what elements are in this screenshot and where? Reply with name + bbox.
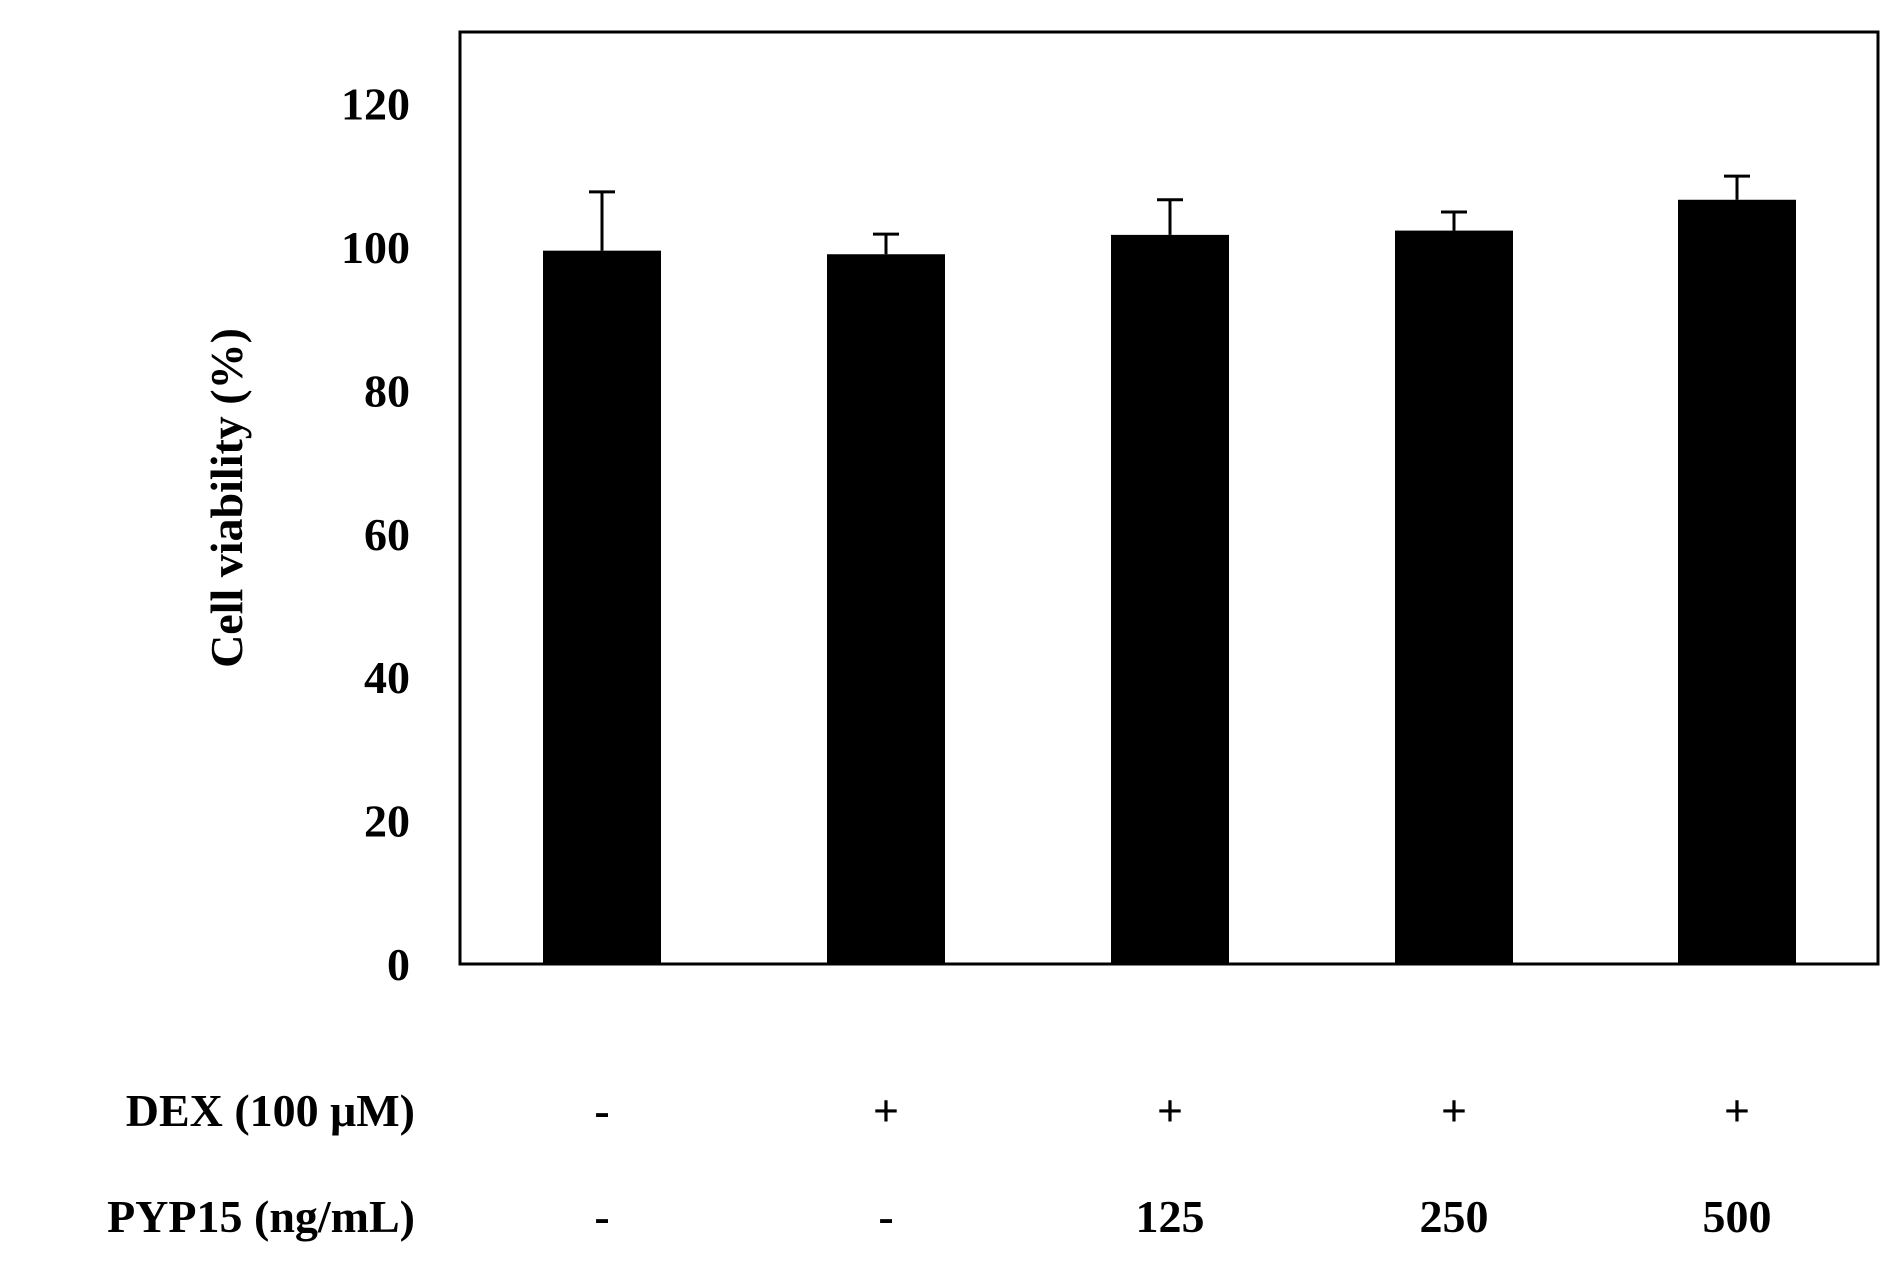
treatment-row-label: DEX (100 μM) <box>126 1085 415 1136</box>
bar <box>1678 199 1796 964</box>
bar <box>1111 234 1229 965</box>
error-bars <box>589 174 1750 255</box>
treatment-row-value: - <box>878 1191 893 1242</box>
y-tick-label: 100 <box>341 222 410 273</box>
y-tick-label: 60 <box>364 509 410 560</box>
treatment-row-value: + <box>1157 1085 1183 1136</box>
y-tick-label: 80 <box>364 365 410 416</box>
treatment-rows: DEX (100 μM) - + + + + PYP15 (ng/mL) - - 125 250 50… <box>107 1085 1771 1242</box>
treatment-row-value: + <box>1724 1085 1750 1136</box>
treatment-row-value: + <box>873 1085 899 1136</box>
bar <box>1395 230 1513 964</box>
y-tick-label: 20 <box>364 796 410 847</box>
bar <box>827 254 945 964</box>
treatment-row-value: 250 <box>1420 1191 1489 1242</box>
y-axis-ticks: 0 20 40 60 80 100 120 <box>341 79 410 990</box>
y-tick-label: 120 <box>341 79 410 130</box>
treatment-row-value: + <box>1441 1085 1467 1136</box>
y-tick-label: 0 <box>387 939 410 990</box>
treatment-row-label: PYP15 (ng/mL) <box>107 1191 415 1242</box>
treatment-row-value: - <box>594 1191 609 1242</box>
treatment-row-value: - <box>594 1085 609 1136</box>
treatment-row-value: 500 <box>1703 1191 1772 1242</box>
bar <box>543 250 661 964</box>
y-axis-label: Cell viability (%) <box>201 328 252 668</box>
bar-series <box>543 199 1796 965</box>
y-tick-label: 40 <box>364 652 410 703</box>
treatment-row-value: 125 <box>1136 1191 1205 1242</box>
